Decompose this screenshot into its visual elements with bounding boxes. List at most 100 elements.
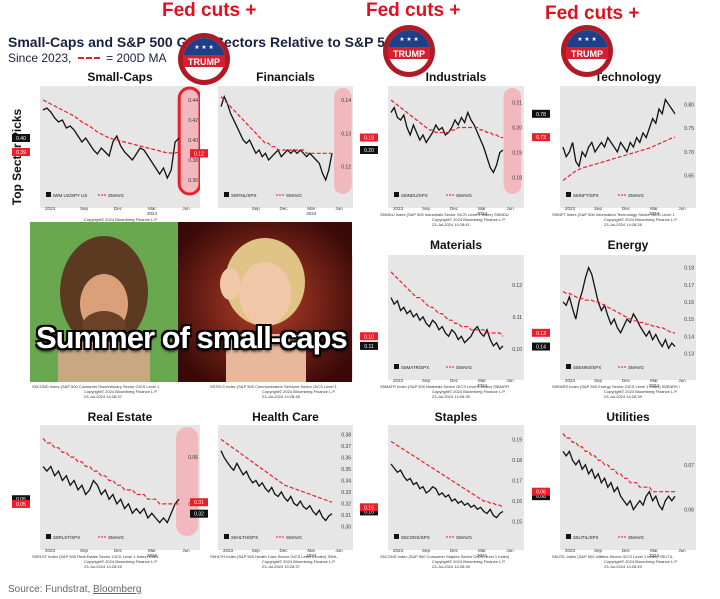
x-tick-label: 2024: [649, 211, 660, 216]
x-tick-label: Mar: [478, 206, 486, 211]
panel-footnote: 23-Jul-2024 14:28:39: [604, 394, 642, 399]
last-value-tag-text: 0.12: [194, 151, 204, 157]
badge-text: TRUMP: [571, 49, 603, 59]
panel-footnote: S5ENRS Index (S&P 500 Energy Sector GICS…: [552, 384, 680, 389]
meme-right-hand: [220, 268, 240, 300]
x-tick-label: Mar: [478, 378, 486, 383]
meme-caption: Summer of small-caps: [36, 320, 348, 355]
legend-swatch-ratio: [566, 534, 571, 539]
y-tick-label: 0.10: [512, 347, 522, 353]
last-value-tag: [360, 332, 378, 341]
plot-background: [40, 86, 200, 208]
y-tick-label: 0.21: [512, 101, 522, 107]
chart-panel-8: 0.18 0.17 0.16 0.15 0.14 0.13 0.14 0.13 S5ENRS/S…: [532, 255, 696, 388]
panel-footnote: 23-Jul-2024 14:28:37: [84, 394, 122, 399]
ma-legend-swatch: [77, 56, 100, 61]
badge-band: [388, 47, 430, 59]
y-tick-label: 0.19: [512, 151, 522, 157]
y-tick-label: 0.18: [512, 458, 522, 464]
x-tick-label: Mar: [650, 548, 658, 553]
last-value-tag-text: 0.06: [536, 490, 546, 496]
y-tick-label: 0.36: [188, 178, 198, 184]
x-tick-label: Mar: [478, 548, 486, 553]
x-tick-label: Dec: [622, 548, 631, 553]
y-tick-label: 0.37: [341, 444, 351, 450]
x-tick-label: Sep: [252, 206, 261, 211]
x-tick-label: 2024: [477, 553, 488, 558]
y-tick-label: 0.31: [341, 513, 351, 519]
panel-footnote: 23-Jul-2024 14:28:41: [432, 222, 470, 227]
y-tick-label: 0.17: [512, 479, 522, 485]
y-tick-label: 0.35: [341, 467, 351, 473]
x-tick-label: Jun: [506, 378, 514, 383]
legend-swatch-ratio: [46, 534, 51, 539]
panel-footnote: 23-Jul-2024 14:28:48: [262, 394, 300, 399]
ratio-line: [562, 265, 676, 350]
panel-footnote: 23-Jul-2024 14:28:35: [432, 394, 470, 399]
ratio-line: [42, 107, 180, 180]
last-value-tag: [532, 342, 550, 351]
x-tick-label: Dec: [279, 206, 288, 211]
plot-background: [218, 425, 353, 550]
plot-background: [560, 425, 696, 550]
panel-footnote: Copyright© 2024 Bloomberg Finance L.P.: [84, 559, 158, 564]
legend-ma-label: SMAVG: [456, 365, 472, 370]
y-tick-label: 0.18: [512, 176, 522, 182]
badge-top: [566, 30, 608, 51]
legend-swatch-ratio: [394, 192, 399, 197]
trump-badge-2: TRUMP ★ ★ ★: [382, 24, 436, 78]
y-tick-label: 0.07: [684, 463, 694, 469]
x-tick-label: Sep: [422, 206, 431, 211]
panel-footnote: Copyright© 2024 Bloomberg Finance L.P.: [262, 559, 336, 564]
last-value-tag-text: 0.13: [536, 331, 546, 337]
chart-panel-2: 0.140.130.120.120.12S5FINL/SPXSMAVGSepDe…: [190, 86, 353, 216]
x-tick-label: Sep: [422, 548, 431, 553]
y-tick-label: 0.75: [684, 126, 694, 132]
panel-footnote: Copyright© 2024 Bloomberg Finance L.P.: [84, 217, 158, 222]
panel-footnote: Copyright© 2024 Bloomberg Finance L.P.: [84, 389, 158, 394]
y-tick-label: 0.36: [341, 456, 351, 462]
last-value-tag-text: 0.19: [364, 136, 374, 142]
last-value-tag: [12, 499, 30, 508]
y-tick-label: 0.06: [684, 508, 694, 514]
y-tick-label: 0.06: [188, 455, 198, 461]
x-tick-label: Jun: [182, 548, 190, 553]
panel-footnote: S5INDU Index (S&P 500 Industrials Sector…: [380, 212, 509, 217]
x-tick-label: 2024: [306, 553, 317, 558]
meme-image: [30, 222, 352, 382]
x-tick-label: Mar: [148, 206, 156, 211]
panel-footnote: 23-Jul-2024 14:28:26: [604, 222, 642, 227]
panel-footnote: S5RLST Index (S&P 500 Real Estate Sector…: [32, 554, 159, 559]
fed-cuts-label-1: Fed cuts +: [162, 0, 257, 21]
x-tick-label: Dec: [450, 378, 459, 383]
last-value-tag-text: 0.39: [16, 150, 26, 156]
panel-title: Financials: [256, 70, 315, 84]
x-tick-label: Mar: [148, 548, 156, 553]
y-tick-label: 0.70: [684, 150, 694, 156]
badge-stars: ★ ★ ★: [577, 36, 596, 43]
last-value-tag-text: 0.05: [16, 502, 26, 508]
ratio-line: [390, 105, 504, 174]
legend-ma-label: SMAVG: [628, 535, 644, 540]
panel-footnote: Copyright© 2024 Bloomberg Finance L.P.: [604, 217, 678, 222]
panel-footnote: 23-Jul-2024 14:28:35: [432, 564, 470, 569]
x-tick-label: 2023: [45, 548, 56, 553]
plot-background: [388, 425, 524, 550]
panel-footnote: 23-Jul-2024 14:28:37: [262, 564, 300, 569]
x-tick-label: Jun: [678, 548, 686, 553]
y-tick-label: 0.16: [512, 499, 522, 505]
x-tick-label: Dec: [114, 548, 123, 553]
x-tick-label: 2023: [45, 206, 56, 211]
panel-title: Energy: [607, 238, 649, 252]
badge-stars: ★ ★ ★: [194, 44, 213, 51]
y-tick-label: 0.18: [684, 266, 694, 272]
panel-title: Technology: [594, 70, 662, 84]
meme-illustration: [30, 222, 352, 382]
y-tick-label: 0.33: [341, 490, 351, 496]
y-tick-label: 0.42: [188, 118, 198, 124]
meme-left-beard: [82, 311, 126, 343]
moving-average-line: [220, 96, 332, 154]
y-tick-label: 0.20: [512, 126, 522, 132]
